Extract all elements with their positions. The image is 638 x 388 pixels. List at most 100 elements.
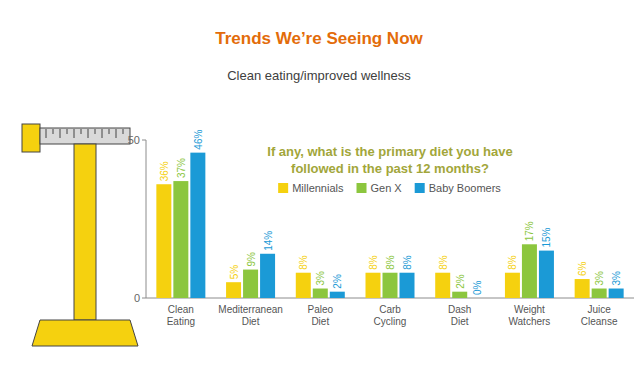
- legend-swatch: [357, 183, 367, 193]
- x-tick-label: DashDiet: [448, 304, 471, 327]
- x-tick-label: CleanEating: [167, 304, 195, 327]
- data-label: 9%: [246, 252, 257, 267]
- scale-notch: [74, 129, 75, 138]
- x-tick-label: CarbCycling: [374, 304, 407, 327]
- data-label: 0%: [472, 280, 483, 295]
- data-label: 8%: [385, 255, 396, 270]
- bar: [330, 292, 345, 298]
- x-tick-label-line: Watchers: [508, 316, 550, 327]
- x-tick-label-line: Diet: [451, 316, 469, 327]
- scale-notch: [123, 129, 124, 134]
- scale-notch: [102, 129, 103, 138]
- x-tick-label-line: Paleo: [307, 304, 333, 315]
- data-label: 8%: [507, 255, 518, 270]
- data-label: 46%: [193, 130, 204, 150]
- bar: [609, 289, 624, 298]
- x-tick-label-line: Dash: [448, 304, 471, 315]
- y-tick-label: 0: [134, 292, 140, 304]
- bar: [469, 298, 484, 299]
- legend-swatch: [278, 183, 288, 193]
- scale-notch: [109, 129, 110, 134]
- x-tick-label-line: Weight: [514, 304, 545, 315]
- scale-graphic: [22, 124, 138, 346]
- x-tick-label-line: Juice: [587, 304, 611, 315]
- bar: [190, 153, 205, 298]
- data-label: 37%: [176, 158, 187, 178]
- x-tick-label: MediterraneanDiet: [218, 304, 282, 327]
- bar: [296, 273, 311, 298]
- chart-title-line: followed in the past 12 months?: [291, 161, 489, 176]
- scale-beam: [40, 128, 130, 144]
- data-labels: 36% 5% 8% 8% 8% 8% 6% 37% 9% 3% 8% 2% 17% 3% 46% 14% 2% 8…: [159, 130, 622, 295]
- legend: Millennials Gen X Baby Boomers: [278, 182, 501, 194]
- scale-notch: [116, 129, 117, 138]
- x-tick-label-line: Diet: [311, 316, 329, 327]
- slide-title: Trends We’re Seeing Now: [215, 29, 423, 48]
- data-label: 17%: [524, 221, 535, 241]
- scale-notch: [88, 129, 89, 138]
- scale-notch: [67, 129, 68, 134]
- data-label: 14%: [263, 231, 274, 251]
- bar: [592, 289, 607, 298]
- chart-title: If any, what is the primary diet you hav…: [267, 144, 512, 176]
- x-tick-label: WeightWatchers: [508, 304, 550, 327]
- x-tick-label: PaleoDiet: [307, 304, 333, 327]
- bar: [505, 273, 520, 298]
- legend-label: Baby Boomers: [429, 182, 502, 194]
- bar: [156, 184, 171, 298]
- scale-notch: [81, 129, 82, 134]
- data-label: 8%: [298, 255, 309, 270]
- data-label: 6%: [577, 261, 588, 276]
- data-label: 15%: [541, 227, 552, 247]
- x-tick-label-line: Diet: [242, 316, 260, 327]
- y-tick: [142, 140, 146, 141]
- bar: [452, 292, 467, 298]
- scale-notch: [95, 129, 96, 134]
- slide: Trends We’re Seeing Now Clean eating/impr…: [0, 0, 638, 388]
- y-tick: [142, 298, 146, 299]
- data-label: 3%: [315, 271, 326, 286]
- data-label: 2%: [332, 274, 343, 289]
- y-tick-label: 50: [128, 134, 140, 146]
- bar: [435, 273, 450, 298]
- bar: [383, 273, 398, 298]
- bar: [243, 270, 258, 298]
- data-label: 8%: [438, 255, 449, 270]
- bar: [400, 273, 415, 298]
- scale-notch: [53, 129, 54, 134]
- data-label: 8%: [368, 255, 379, 270]
- bar: [260, 254, 275, 298]
- x-tick-label-line: Mediterranean: [218, 304, 282, 315]
- x-tick-label-line: Clean: [168, 304, 194, 315]
- bars: [156, 153, 623, 298]
- scale-base: [32, 320, 138, 346]
- x-tick-label-line: Carb: [379, 304, 401, 315]
- data-label: 36%: [159, 161, 170, 181]
- legend-swatch: [415, 183, 425, 193]
- y-axis-line: [146, 140, 147, 298]
- data-label: 5%: [229, 265, 240, 280]
- x-tick-label-line: Cleanse: [581, 316, 618, 327]
- bar: [226, 282, 241, 298]
- bar: [522, 244, 537, 298]
- slide-subtitle: Clean eating/improved wellness: [227, 68, 411, 83]
- data-label: 8%: [402, 255, 413, 270]
- scale-notch: [60, 129, 61, 138]
- bar: [539, 251, 554, 298]
- legend-label: Gen X: [371, 182, 403, 194]
- bar: [313, 289, 328, 298]
- bar: [173, 181, 188, 298]
- x-tick-label-line: Cycling: [374, 316, 407, 327]
- data-label: 3%: [611, 271, 622, 286]
- x-tick-label-line: Eating: [167, 316, 195, 327]
- data-label: 3%: [594, 271, 605, 286]
- scale-weight: [22, 124, 40, 152]
- x-tick-label: JuiceCleanse: [581, 304, 618, 327]
- data-label: 2%: [455, 274, 466, 289]
- chart-title-line: If any, what is the primary diet you hav…: [267, 144, 512, 159]
- scale-notch: [46, 129, 47, 138]
- bar: [575, 279, 590, 298]
- bar: [366, 273, 381, 298]
- scale-pole: [74, 144, 96, 320]
- legend-label: Millennials: [292, 182, 344, 194]
